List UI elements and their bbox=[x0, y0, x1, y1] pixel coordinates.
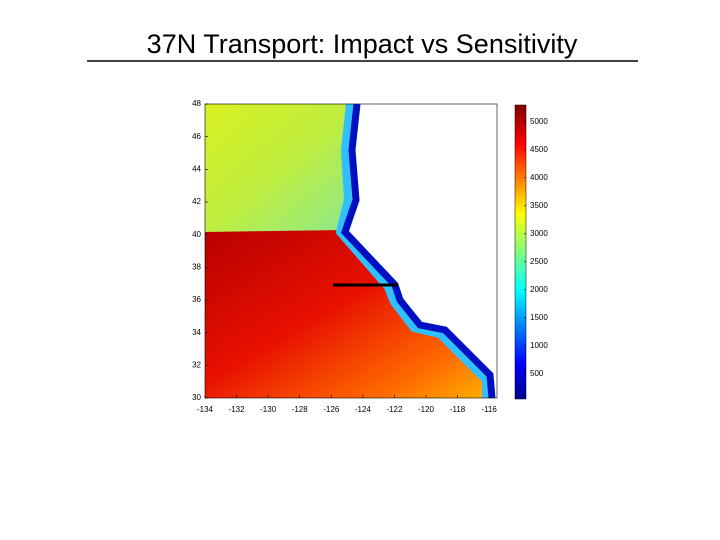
y-tick-label: 38 bbox=[192, 262, 201, 271]
y-tick-label: 42 bbox=[192, 197, 201, 206]
x-tick-label: -126 bbox=[323, 405, 340, 414]
coastal-band bbox=[341, 103, 496, 399]
colorbar-tick-label: 4500 bbox=[530, 145, 548, 154]
x-tick-label: -130 bbox=[260, 405, 277, 414]
x-tick-label: -124 bbox=[355, 405, 372, 414]
y-tick-label: 36 bbox=[192, 295, 201, 304]
colorbar-tick-label: 2000 bbox=[530, 285, 548, 294]
y-tick-label: 30 bbox=[192, 393, 201, 402]
colorbar-tick-label: 5000 bbox=[530, 117, 548, 126]
y-tick-label: 40 bbox=[192, 230, 201, 239]
frame bbox=[204, 103, 498, 399]
colorbar-tick-label: 1500 bbox=[530, 313, 548, 322]
colorbar-tick-label: 2500 bbox=[530, 257, 548, 266]
x-tick-label: -116 bbox=[481, 405, 497, 414]
colorbar-tick-label: 4000 bbox=[530, 173, 548, 182]
y-tick-label: 44 bbox=[192, 164, 201, 173]
slide-title: 37N Transport: Impact vs Sensitivity bbox=[147, 29, 578, 59]
map bbox=[204, 103, 527, 400]
x-tick-label: -118 bbox=[450, 405, 466, 414]
y-tick-label: 46 bbox=[192, 132, 201, 141]
north-field bbox=[205, 104, 357, 234]
colorbar-tick-label: 1000 bbox=[530, 341, 548, 350]
x-tick-label: -132 bbox=[229, 405, 246, 414]
south-field bbox=[205, 230, 490, 398]
colorbar-tick-label: 3500 bbox=[530, 201, 548, 210]
x-tick-label: -122 bbox=[386, 405, 403, 414]
y-tick-label: 48 bbox=[192, 99, 201, 108]
colorbar-tick-label: 3000 bbox=[530, 229, 548, 238]
y-tick-label: 32 bbox=[192, 360, 201, 369]
y-tick-label: 34 bbox=[192, 328, 201, 337]
colorbar bbox=[514, 104, 527, 400]
x-tick-label: -134 bbox=[197, 405, 214, 414]
x-tick-label: -128 bbox=[292, 405, 309, 414]
slope-band bbox=[335, 103, 490, 398]
colorbar-tick-label: 500 bbox=[530, 369, 544, 378]
x-tick-label: -120 bbox=[418, 405, 435, 414]
